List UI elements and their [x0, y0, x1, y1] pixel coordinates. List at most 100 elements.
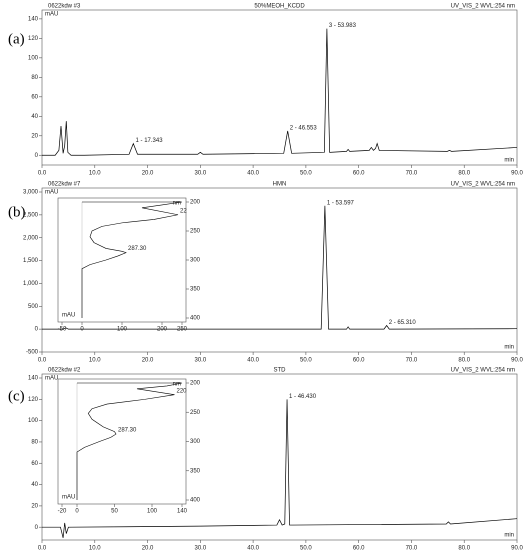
y-axis-label: mAU: [45, 190, 58, 196]
plot-frame: [41, 373, 518, 541]
trace: [42, 28, 518, 156]
y-tick-label: 40: [31, 482, 38, 488]
header-right: UV_VIS_2 WVL:254 nm: [451, 368, 515, 374]
panel-label: (c): [8, 388, 25, 404]
inset-y-tick-label: 400: [190, 316, 201, 322]
x-tick-label: 90.0: [511, 546, 523, 550]
x-axis-label: min: [504, 345, 514, 351]
inset-peak-label: 220: [177, 388, 188, 394]
y-tick-label: 0: [35, 153, 39, 159]
peak-label: 2 - 65.310: [389, 320, 417, 326]
inset-y-tick-label: 300: [190, 439, 201, 445]
peak-label: 1 - 53.597: [327, 200, 355, 206]
inset-y-tick-label: 250: [190, 229, 201, 235]
inset-y-tick-label: 350: [190, 287, 201, 293]
x-tick-label: 70.0: [406, 171, 418, 177]
x-tick-label: 90.0: [511, 171, 523, 177]
x-tick-label: 70.0: [406, 358, 418, 364]
spectrum: [81, 201, 183, 318]
x-tick-label: 20.0: [142, 171, 154, 177]
header-left: 0622kdw #3: [48, 4, 81, 10]
y-tick-label: 120: [28, 397, 39, 403]
x-axis-label: min: [504, 158, 514, 164]
x-tick-label: 60.0: [353, 171, 365, 177]
inset-y-tick-label: 200: [190, 381, 201, 387]
y-tick-label: 140: [28, 16, 39, 22]
x-tick-label: 20.0: [142, 358, 154, 364]
x-tick-label: 10.0: [89, 171, 101, 177]
inset-x-label: mAU: [62, 313, 75, 319]
peak-label: 1 - 17.343: [136, 138, 164, 144]
y-axis-label: mAU: [45, 376, 58, 382]
peak-label: 3 - 53.983: [329, 23, 357, 29]
inset-x-tick-label: 100: [117, 327, 128, 333]
peak-label: 1 - 46.430: [289, 394, 317, 400]
trace: [42, 205, 518, 330]
x-tick-label: 70.0: [406, 546, 418, 550]
y-tick-label: -500: [26, 350, 39, 356]
x-tick-label: 80.0: [458, 358, 470, 364]
inset-y-tick-label: 250: [190, 410, 201, 416]
x-tick-label: 10.0: [89, 358, 101, 364]
inset-x-tick-label: 0: [75, 509, 79, 515]
y-tick-label: 80: [31, 75, 38, 81]
y-tick-label: 0: [35, 525, 39, 531]
y-tick-label: 500: [28, 304, 39, 310]
x-tick-label: 40.0: [247, 171, 259, 177]
header-right: UV_VIS_2 WVL:254 nm: [451, 182, 515, 188]
x-tick-label: 50.0: [300, 546, 312, 550]
header-center: STD: [274, 368, 287, 374]
inset-x-label: mAU: [62, 495, 75, 501]
inset-x-tick-label: -20: [58, 509, 67, 515]
y-tick-label: 80: [31, 440, 38, 446]
y-tick-label: 100: [28, 55, 39, 61]
header-right: UV_VIS_2 WVL:254 nm: [451, 4, 515, 10]
y-tick-label: 120: [28, 36, 39, 42]
inset-box: [57, 197, 187, 323]
inset-y-label: nm: [173, 201, 181, 207]
spectrum: [76, 382, 183, 500]
y-tick-label: 60: [31, 94, 38, 100]
x-tick-label: 30.0: [194, 546, 206, 550]
header-center: 50%MEOH_KCDD: [254, 4, 305, 10]
inset-box: [57, 378, 187, 505]
x-tick-label: 10.0: [89, 546, 101, 550]
inset-x-tick-label: 200: [157, 327, 168, 333]
inset-y-tick-label: 200: [190, 200, 201, 206]
inset-x-tick-label: -50: [58, 327, 67, 333]
x-tick-label: 30.0: [194, 171, 206, 177]
y-tick-label: 60: [31, 461, 38, 467]
x-tick-label: 0.0: [38, 171, 47, 177]
inset-x-tick-label: 100: [147, 509, 158, 515]
y-tick-label: 20: [31, 133, 38, 139]
x-tick-label: 90.0: [511, 358, 523, 364]
y-tick-label: 1,000: [23, 281, 39, 287]
x-tick-label: 50.0: [300, 171, 312, 177]
inset-peak-label: 287.30: [128, 246, 147, 252]
x-tick-label: 0.0: [38, 358, 47, 364]
plot-frame: [41, 187, 518, 353]
peak-label: 2 - 46.553: [290, 125, 318, 131]
x-tick-label: 80.0: [458, 546, 470, 550]
inset-x-tick-label: 250: [177, 327, 188, 333]
panel-label: (b): [8, 204, 26, 220]
inset-y-tick-label: 400: [190, 498, 201, 504]
y-tick-label: 40: [31, 114, 38, 120]
x-tick-label: 30.0: [194, 358, 206, 364]
inset-x-tick-label: 140: [177, 509, 188, 515]
header-center: HMN: [273, 182, 287, 188]
x-tick-label: 40.0: [247, 546, 259, 550]
inset-y-tick-label: 350: [190, 468, 201, 474]
y-tick-label: 0: [35, 327, 39, 333]
y-tick-label: 3,000: [23, 190, 39, 196]
plot-frame: [41, 9, 518, 166]
y-tick-label: 140: [28, 376, 39, 382]
inset-x-tick-label: 50: [111, 509, 118, 515]
x-tick-label: 20.0: [142, 546, 154, 550]
x-tick-label: 40.0: [247, 358, 259, 364]
inset-y-tick-label: 300: [190, 258, 201, 264]
inset-x-tick-label: 0: [80, 327, 84, 333]
panel-label: (a): [8, 31, 25, 47]
inset-peak-label: 22: [180, 208, 187, 214]
